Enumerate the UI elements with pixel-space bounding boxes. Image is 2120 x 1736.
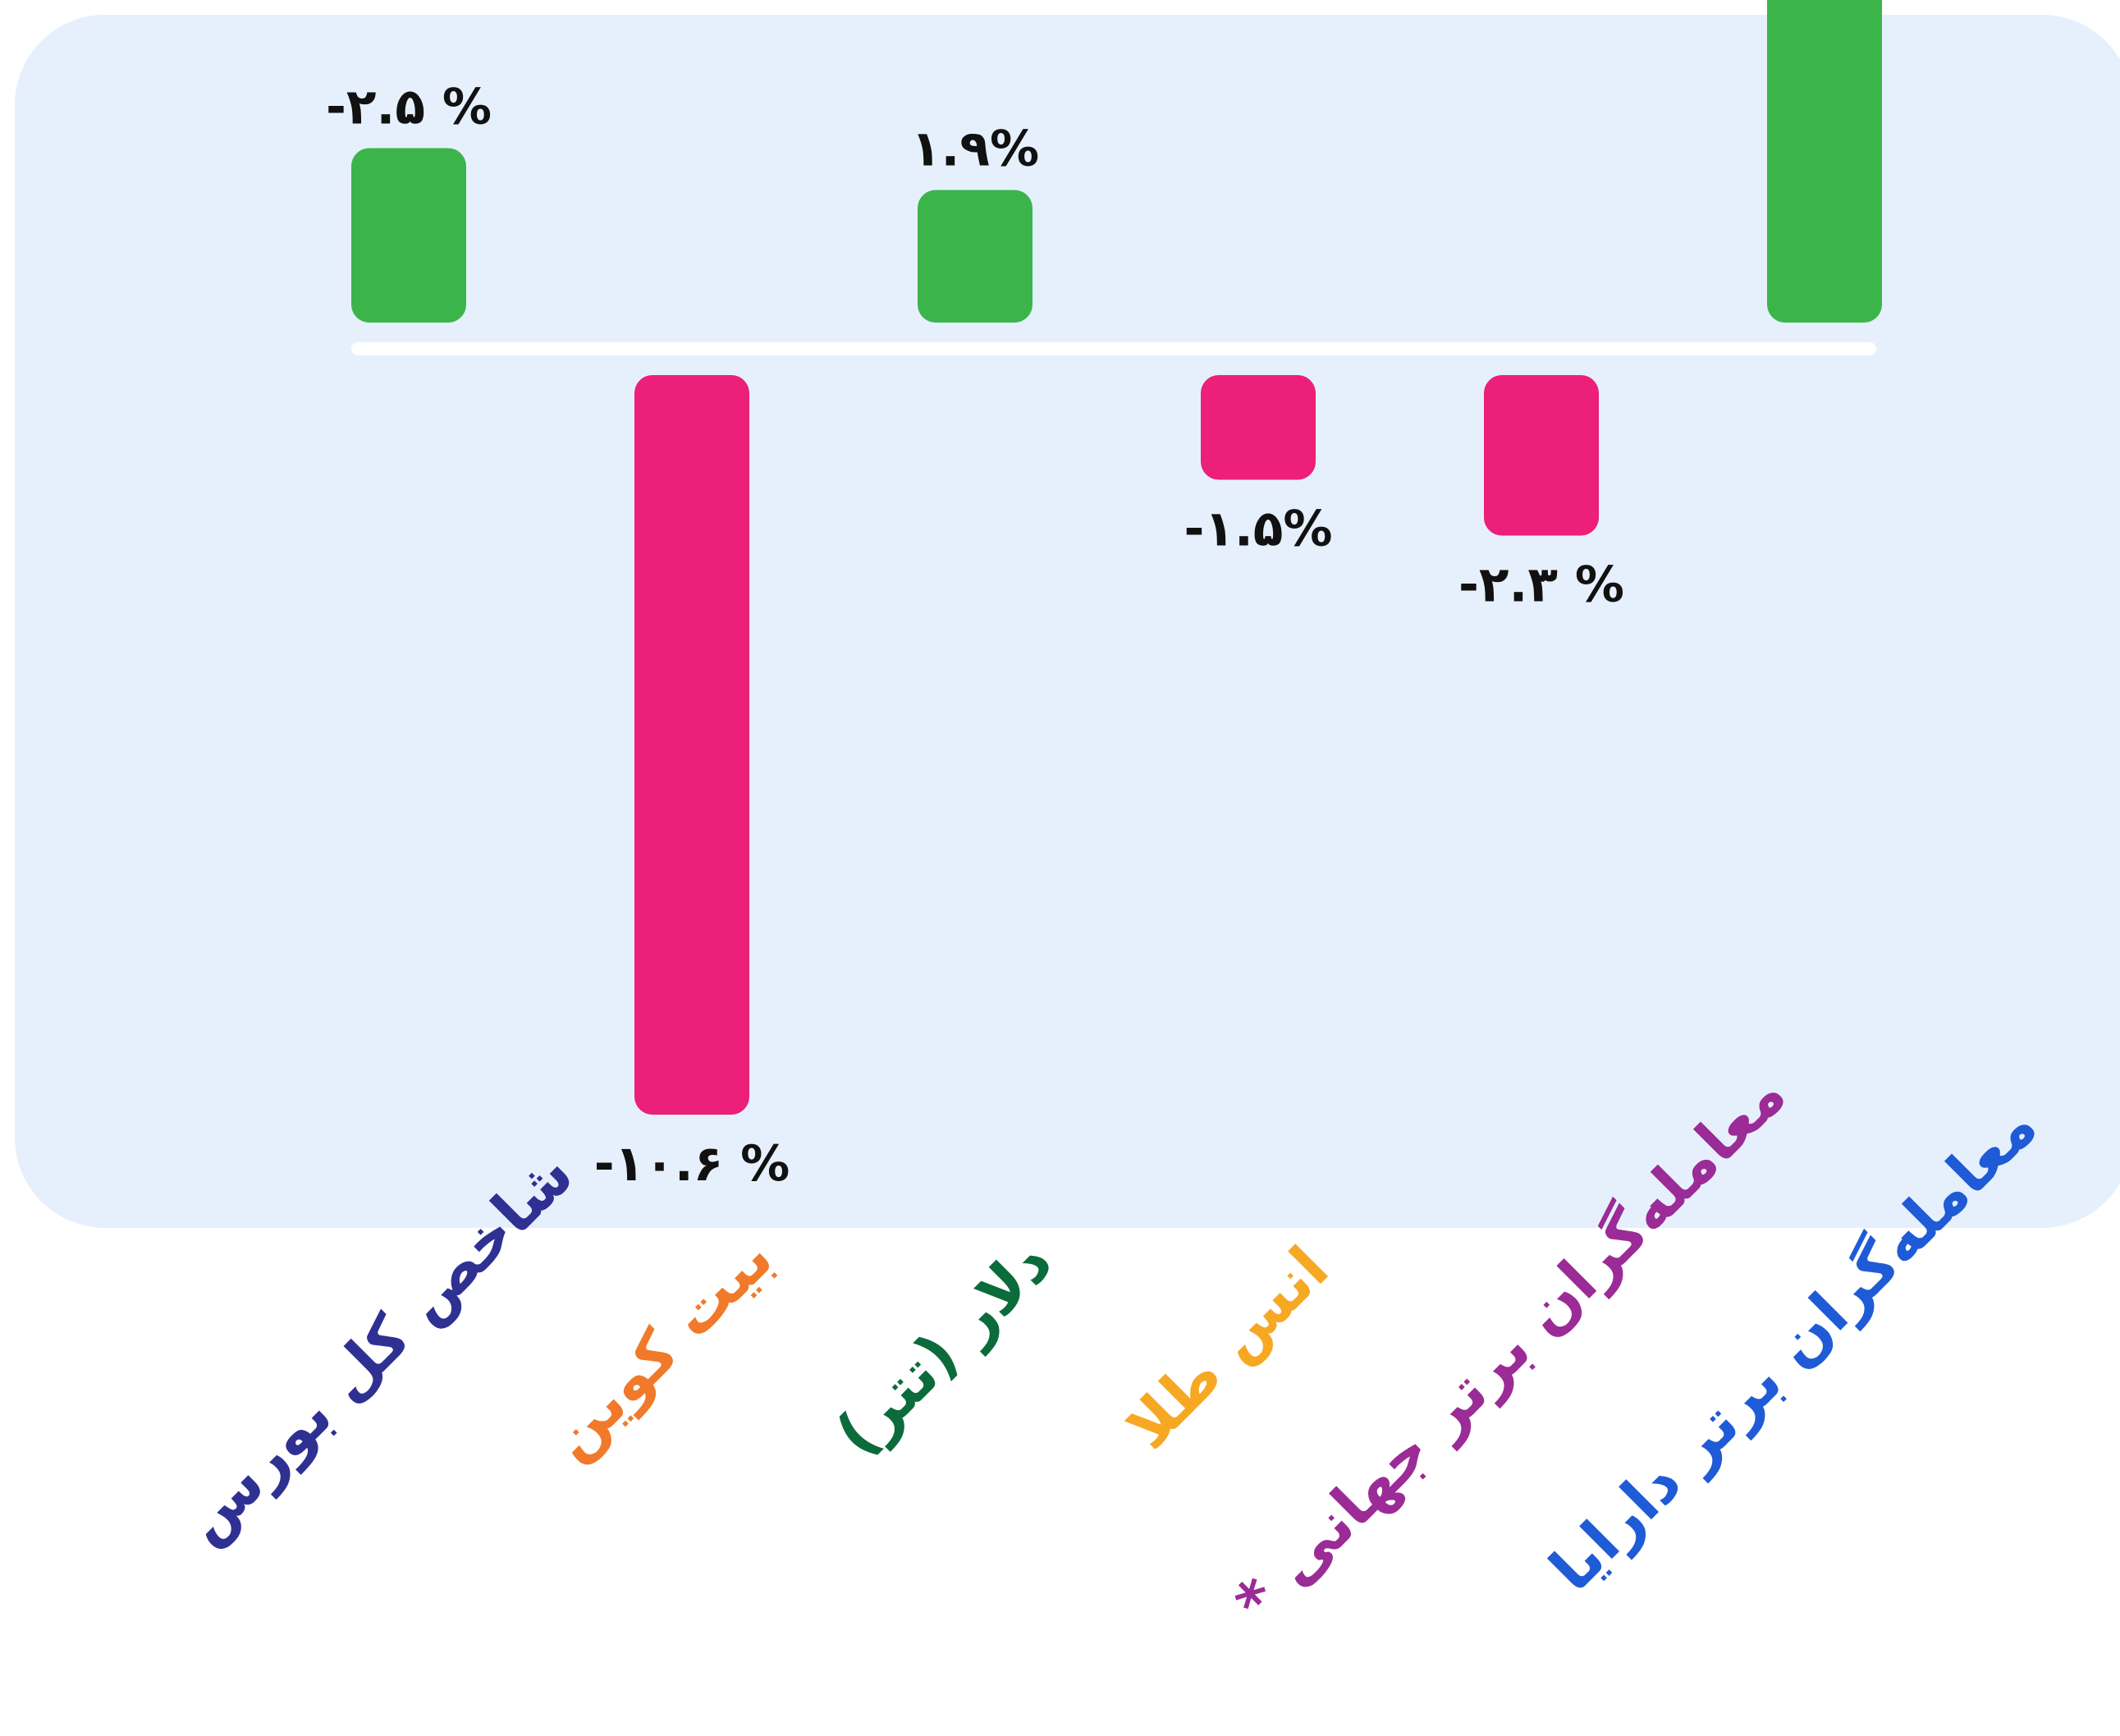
category-label-group-5: معامله‌گران برتر جهانی * [1221, 1059, 1800, 1638]
category-label-group-3: دلار (تتر) [822, 1226, 1065, 1469]
value-label-1: -۲.۵ % [326, 79, 492, 136]
value-label-5: -۲.۳ % [1458, 557, 1624, 614]
category-label-group-4: انس طلا [1113, 1234, 1343, 1463]
bar-3 [918, 190, 1033, 323]
category-label-3: دلار (تتر) [822, 1226, 1065, 1469]
bar-6 [1767, 0, 1882, 323]
value-label-3: ۱.۹% [911, 121, 1039, 178]
bar-4 [1201, 375, 1316, 480]
category-label-4: انس طلا [1113, 1234, 1343, 1463]
value-label-2: -۱۰.۶ % [594, 1135, 790, 1193]
bar-2 [634, 375, 749, 1115]
category-label-1: شاخص کل بورس [169, 1139, 588, 1558]
zero-line [351, 342, 1876, 355]
bar-1 [351, 148, 466, 323]
category-label-2: بیت کوین [536, 1223, 787, 1474]
value-label-4: -۱.۵% [1184, 501, 1332, 558]
category-label-group-1: شاخص کل بورس [169, 1139, 588, 1558]
category-label-6: معامله‌گران برتر دارایا [1536, 1091, 2050, 1605]
category-label-group-2: بیت کوین [536, 1223, 787, 1474]
bar-5 [1484, 375, 1599, 536]
category-label-5: معامله‌گران برتر جهانی * [1221, 1059, 1800, 1638]
category-label-group-6: معامله‌گران برتر دارایا [1536, 1091, 2050, 1605]
